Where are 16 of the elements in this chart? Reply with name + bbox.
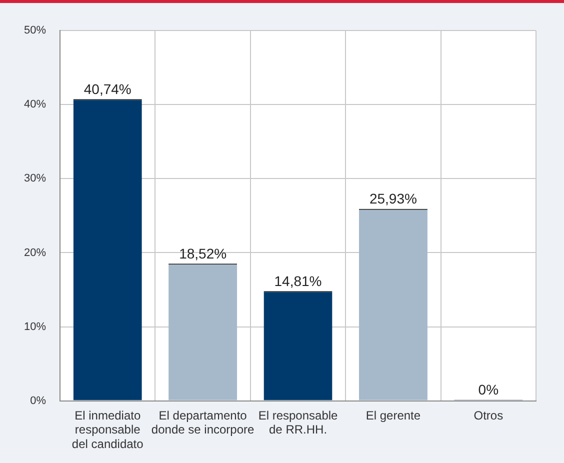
y-tick-label: 20% <box>24 246 46 259</box>
y-tick-label: 10% <box>24 320 46 333</box>
data-label: 25,93% <box>369 190 417 207</box>
x-tick-label: El inmediato responsable del candidato <box>72 408 144 452</box>
x-tick-label: El responsable de RR.HH. <box>258 408 338 437</box>
x-tick-label: Otros <box>474 408 504 422</box>
y-tick-label: 30% <box>24 172 46 185</box>
y-tick-label: 40% <box>24 98 46 111</box>
data-label: 0% <box>478 382 499 398</box>
data-label: 18,52% <box>179 246 227 262</box>
y-tick-label: 0% <box>30 394 46 407</box>
x-tick-label: El departamento donde se incorpore <box>151 408 254 437</box>
y-tick-label: 50% <box>24 24 46 37</box>
data-label: 14,81% <box>274 273 322 290</box>
data-label: 40,74% <box>84 81 132 98</box>
x-tick-label: El gerente <box>366 408 421 422</box>
